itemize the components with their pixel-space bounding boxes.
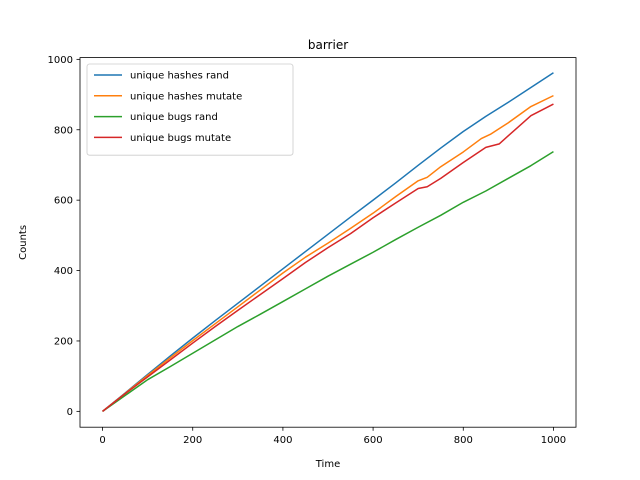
y-tick-label: 600 bbox=[54, 196, 73, 207]
legend-label-0: unique hashes rand bbox=[130, 71, 229, 82]
y-tick-label: 0 bbox=[67, 407, 73, 418]
series-layer bbox=[102, 72, 554, 412]
legend-label-2: unique bugs rand bbox=[130, 112, 218, 123]
legend-label-1: unique hashes mutate bbox=[130, 91, 242, 102]
series-line-2 bbox=[102, 150, 554, 412]
y-axis-label: Counts bbox=[18, 225, 29, 260]
x-tick-label: 800 bbox=[454, 435, 473, 446]
legend-box bbox=[86, 63, 294, 156]
x-axis: 0 200 400 600 800 1000 bbox=[99, 427, 566, 446]
y-axis: 0 200 400 600 800 1000 bbox=[48, 55, 80, 418]
y-tick-label: 200 bbox=[54, 336, 73, 347]
x-axis-label: Time bbox=[315, 459, 340, 470]
x-tick-label: 200 bbox=[183, 435, 202, 446]
legend: unique hashes rand unique hashes mutate un… bbox=[86, 63, 294, 156]
legend-label-3: unique bugs mutate bbox=[130, 133, 231, 144]
x-tick-label: 600 bbox=[364, 435, 383, 446]
plot-frame bbox=[79, 57, 577, 428]
x-tick-label: 1000 bbox=[541, 435, 566, 446]
y-tick-label: 400 bbox=[54, 266, 73, 277]
x-tick-label: 0 bbox=[99, 435, 105, 446]
y-tick-label: 800 bbox=[54, 125, 73, 136]
series-line-0 bbox=[102, 72, 554, 412]
y-tick-label: 1000 bbox=[48, 55, 73, 66]
series-line-1 bbox=[102, 94, 554, 412]
series-line-3 bbox=[102, 103, 554, 412]
chart-title: barrier bbox=[308, 38, 348, 52]
x-tick-label: 400 bbox=[273, 435, 292, 446]
